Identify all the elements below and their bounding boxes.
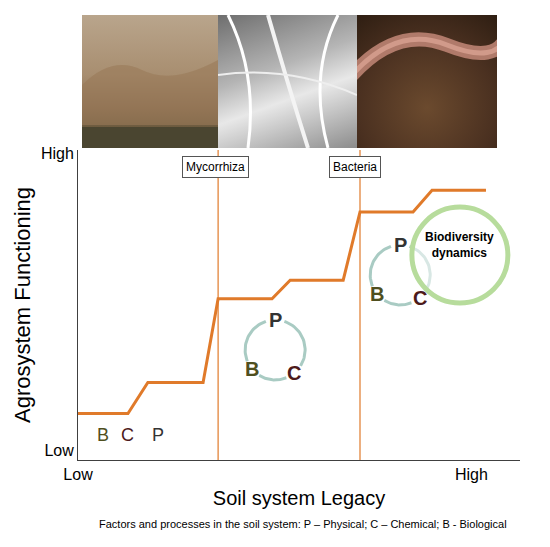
- svg-text:B: B: [97, 425, 109, 445]
- svg-text:Soil system Legacy: Soil system Legacy: [213, 487, 385, 509]
- svg-text:Low: Low: [44, 442, 74, 459]
- svg-text:C: C: [413, 287, 427, 309]
- svg-text:C: C: [121, 425, 134, 445]
- svg-text:Mycorrhiza: Mycorrhiza: [186, 160, 245, 174]
- svg-text:C: C: [287, 362, 301, 384]
- svg-text:P: P: [152, 425, 164, 445]
- svg-text:Factors and processes in the s: Factors and processes in the soil system…: [99, 518, 507, 530]
- svg-text:Low: Low: [63, 466, 93, 483]
- svg-text:High: High: [455, 466, 488, 483]
- svg-text:B: B: [370, 283, 384, 305]
- svg-text:P: P: [394, 234, 407, 256]
- svg-text:Agrosystem Functioning: Agrosystem Functioning: [10, 187, 35, 423]
- svg-text:Biodiversitydynamics: Biodiversitydynamics: [425, 230, 494, 260]
- svg-text:P: P: [269, 309, 282, 331]
- svg-text:Bacteria: Bacteria: [333, 160, 377, 174]
- svg-text:High: High: [41, 145, 74, 162]
- svg-text:B: B: [245, 358, 259, 380]
